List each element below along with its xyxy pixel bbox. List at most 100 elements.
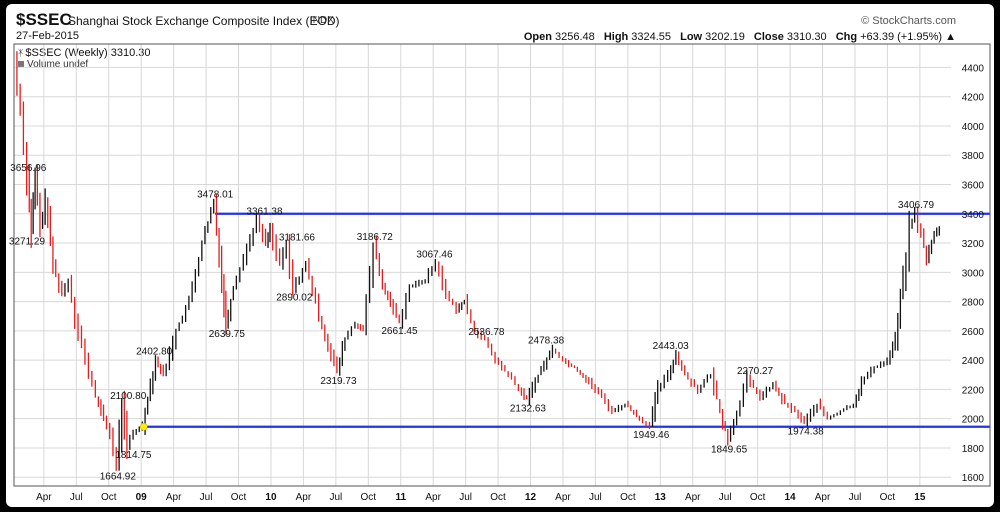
x-tick-label: Apr	[685, 492, 701, 503]
x-tick-label: Oct	[880, 492, 896, 503]
x-tick-label: Jul	[849, 492, 862, 503]
x-tick-label: Apr	[425, 492, 441, 503]
x-tick-label: Oct	[231, 492, 247, 503]
chart-frame: $SSEC Shanghai Stock Exchange Composite …	[6, 4, 994, 507]
x-tick-label: Apr	[555, 492, 571, 503]
price-annotation: 2270.27	[737, 366, 774, 377]
symbol-title: $SSEC	[16, 10, 72, 29]
y-tick-label: 2800	[962, 298, 985, 309]
x-tick-label: Oct	[361, 492, 377, 503]
marker-group	[139, 422, 148, 431]
y-tick-label: 3400	[962, 210, 985, 221]
price-annotation: 1949.46	[633, 430, 670, 441]
x-tick-label: Oct	[750, 492, 766, 503]
x-tick-label: 09	[136, 492, 148, 503]
price-annotation: 2478.38	[528, 336, 565, 347]
x-tick-label: Apr	[36, 492, 52, 503]
price-annotation: 2402.80	[136, 347, 173, 358]
x-tick-label: 15	[914, 492, 926, 503]
low-value: 3202.19	[705, 31, 745, 43]
y-tick-label: 4400	[962, 63, 985, 74]
x-tick-label: 12	[525, 492, 537, 503]
yellow-marker	[139, 422, 148, 431]
price-annotation: 3361.38	[246, 206, 283, 217]
close-label: Close	[753, 31, 784, 43]
support-resistance-lines	[143, 212, 990, 428]
x-tick-label: Apr	[296, 492, 312, 503]
volume-icon	[18, 61, 24, 68]
x-tick-label: 11	[395, 492, 406, 503]
y-tick-label: 2600	[962, 327, 985, 338]
plot-border	[13, 43, 991, 487]
x-tick-label: Apr	[166, 492, 182, 503]
y-tick-label: 1600	[962, 473, 985, 484]
price-annotation: 2443.03	[653, 341, 690, 352]
date-label: 27-Feb-2015	[16, 30, 79, 42]
x-tick-label: Jul	[719, 492, 732, 503]
x-tick-label: Apr	[815, 492, 831, 503]
x-axis-ticks: Apr Jul Oct 09 Apr Jul Oct 10 Apr Jul Oct 11 Apr Jul O…	[36, 492, 926, 503]
price-annotation: 2890.02	[276, 292, 313, 303]
y-tick-label: 3000	[962, 268, 985, 279]
price-annotation: 3656.96	[10, 163, 47, 174]
price-annotation: 2100.80	[110, 391, 147, 402]
y-tick-label: 4000	[962, 122, 985, 133]
price-annotation: 3186.72	[357, 232, 394, 243]
price-annotation: 3478.01	[197, 189, 234, 200]
price-annotation: 2319.73	[320, 376, 357, 387]
price-annotation: 3406.79	[898, 200, 935, 211]
exchange-label: INDX	[310, 15, 334, 26]
price-annotation: 2661.45	[381, 326, 418, 337]
chg-value: +63.39 (+1.95%) ▲	[860, 31, 956, 43]
x-tick-label: Oct	[101, 492, 117, 503]
quote-summary: Open 3256.48 High 3324.55 Low 3202.19 Close…	[518, 31, 956, 43]
price-annotation: 1849.65	[711, 445, 748, 456]
x-tick-label: 10	[265, 492, 277, 503]
price-annotation: 1814.75	[115, 450, 152, 461]
price-annotation: 1974.38	[788, 426, 825, 437]
y-tick-label: 2200	[962, 385, 985, 396]
y-tick-label: 2400	[962, 356, 985, 367]
y-tick-label: 3800	[962, 151, 985, 162]
price-annotation: 2639.75	[209, 329, 246, 340]
y-tick-label: 2000	[962, 415, 985, 426]
y-tick-label: 3600	[962, 181, 985, 192]
y-axis-ticks: 1600 1800 2000 2200 2400 2600 2800 3000 3200 3400…	[962, 63, 985, 484]
chart-type-icon: ᛡ	[18, 48, 24, 58]
price-annotations: 3656.96 3271.29 3478.01 3361.38 3181.66 3186.…	[9, 163, 935, 483]
x-tick-label: Oct	[620, 492, 636, 503]
x-tick-label: Oct	[490, 492, 506, 503]
price-annotation: 3181.66	[279, 233, 316, 244]
x-tick-label: Jul	[329, 492, 342, 503]
index-name: Shanghai Stock Exchange Composite Index …	[68, 14, 340, 28]
price-annotation: 3067.46	[416, 249, 453, 260]
price-annotation: 1664.92	[100, 472, 137, 483]
series-legend: ᛡ $SSEC (Weekly) 3310.30	[18, 47, 151, 59]
y-tick-label: 4200	[962, 93, 985, 104]
close-value: 3310.30	[786, 31, 827, 43]
price-annotation: 3271.29	[9, 237, 46, 248]
volume-label: Volume undef	[27, 59, 89, 70]
y-tick-label: 3200	[962, 239, 985, 250]
x-tick-label: Jul	[200, 492, 213, 503]
chg-label: Chg	[835, 31, 858, 43]
high-value: 3324.55	[631, 31, 672, 43]
volume-legend: Volume undef	[18, 59, 88, 70]
y-tick-label: 1800	[962, 444, 985, 455]
x-tick-label: Jul	[589, 492, 602, 503]
open-value: 3256.48	[554, 31, 595, 43]
price-series	[16, 51, 940, 471]
low-label: Low	[680, 31, 703, 43]
price-annotation: 2536.78	[468, 327, 505, 338]
brand-label[interactable]: © StockCharts.com	[861, 15, 956, 27]
x-tick-label: 14	[785, 492, 797, 503]
x-tick-label: Jul	[459, 492, 472, 503]
grid-lines	[14, 44, 951, 486]
series-label: $SSEC (Weekly) 3310.30	[25, 47, 151, 59]
open-label: Open	[523, 31, 552, 43]
x-tick-label: 13	[655, 492, 667, 503]
price-annotation: 2132.63	[510, 403, 547, 414]
price-chart: 3656.96 3271.29 3478.01 3361.38 3181.66 3186.…	[9, 43, 991, 503]
high-label: High	[603, 31, 629, 43]
x-tick-label: Jul	[70, 492, 83, 503]
